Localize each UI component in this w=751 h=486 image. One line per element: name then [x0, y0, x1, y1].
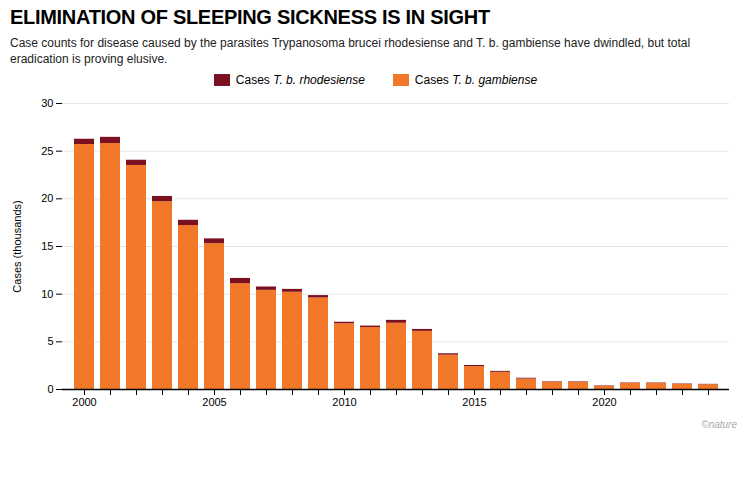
svg-text:10: 10 — [41, 288, 53, 300]
svg-text:25: 25 — [41, 145, 53, 157]
svg-text:2010: 2010 — [332, 396, 356, 408]
svg-text:15: 15 — [41, 240, 53, 252]
svg-text:30: 30 — [41, 97, 53, 109]
svg-text:5: 5 — [47, 335, 53, 347]
html-text:Cases T. b. rhodesiense: Cases T. b. rhodesiense — [235, 73, 365, 87]
svg-text:0: 0 — [47, 383, 53, 395]
html-text:©nature: ©nature — [701, 419, 737, 430]
svg-text:Cases (thousands): Cases (thousands) — [11, 200, 23, 292]
svg-text:2005: 2005 — [202, 396, 226, 408]
svg-text:2015: 2015 — [462, 396, 486, 408]
svg-text:20: 20 — [41, 192, 53, 204]
svg-text:2000: 2000 — [72, 396, 96, 408]
svg-text:2020: 2020 — [592, 396, 616, 408]
html-text:Cases T. b. gambiense: Cases T. b. gambiense — [414, 73, 538, 87]
html-text:ELIMINATION OF SLEEPING SICKNE: ELIMINATION OF SLEEPING SICKNESS IS IN S… — [10, 6, 490, 28]
html-text:Case counts for disease caused: Case counts for disease caused by the pa… — [10, 36, 691, 66]
